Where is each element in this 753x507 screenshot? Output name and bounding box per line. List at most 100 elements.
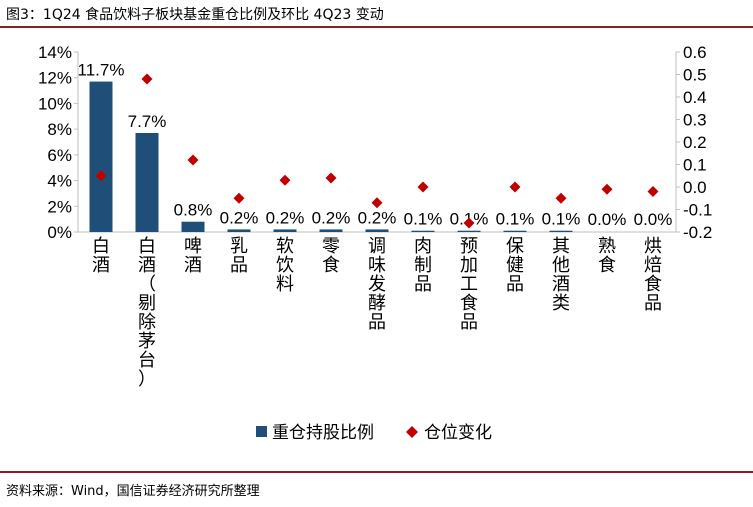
position-change-marker — [187, 154, 199, 166]
category-label-char: 零 — [322, 236, 340, 257]
position-change-marker — [141, 73, 153, 85]
source-note: 资料来源：Wind，国信证券经济研究所整理 — [6, 484, 260, 499]
category-label-char: 啤 — [184, 236, 202, 257]
category-label-char: 预 — [460, 236, 478, 257]
category-label-char: 品 — [368, 312, 386, 333]
category-label-char: 食 — [644, 274, 662, 295]
position-change-marker — [601, 183, 613, 195]
category-label-char: 工 — [460, 274, 478, 295]
right-tick-label: 0.0 — [683, 178, 707, 197]
category-label: 其他酒类 — [552, 236, 570, 314]
category-label-char: 发 — [368, 274, 386, 295]
category-label-char: 酵 — [368, 293, 386, 314]
category-label-char: （ — [138, 274, 156, 295]
position-change-marker — [233, 192, 245, 204]
category-label-char: 熟 — [598, 236, 616, 257]
bar — [411, 230, 435, 232]
legend-bar-label: 重仓持股比例 — [272, 423, 374, 443]
right-tick-label: 0.2 — [683, 133, 707, 152]
category-label-char: 剔 — [138, 293, 156, 314]
right-tick-label: -0.1 — [683, 201, 712, 220]
right-tick-label: 0.3 — [683, 111, 707, 130]
category-label: 保健品 — [506, 236, 524, 295]
category-label-char: 其 — [552, 236, 570, 257]
position-change-marker — [463, 217, 475, 229]
bar-value-label: 0.0% — [634, 210, 673, 229]
position-change-marker — [95, 170, 107, 182]
category-label-char: 饮 — [276, 255, 294, 276]
left-tick-label: 8% — [47, 120, 72, 139]
category-label-char: 酒 — [184, 255, 202, 276]
category-label-char: 酒 — [92, 255, 110, 276]
position-change-marker — [325, 172, 337, 184]
bar-value-label: 0.2% — [220, 208, 259, 227]
category-label: 预加工食品 — [460, 236, 478, 333]
category-label-char: 焙 — [644, 255, 662, 276]
category-label-char: 味 — [368, 255, 386, 276]
category-label: 白酒（剔除茅台） — [138, 236, 156, 390]
category-label-char: 白 — [138, 236, 156, 257]
left-tick-label: 14% — [38, 43, 72, 62]
marker-series — [95, 73, 659, 229]
bar — [273, 229, 297, 232]
left-tick-label: 10% — [38, 94, 72, 113]
category-label: 白酒 — [92, 236, 110, 276]
bar-value-label: 0.1% — [496, 210, 535, 229]
category-label-char: 料 — [276, 274, 294, 295]
position-change-marker — [509, 181, 521, 193]
category-label-char: 类 — [552, 293, 570, 314]
category-label-char: 软 — [276, 236, 294, 257]
bar — [135, 133, 159, 232]
bar — [457, 230, 481, 232]
legend: 重仓持股比例 仓位变化 — [256, 423, 492, 443]
category-label-char: 乳 — [230, 236, 248, 257]
category-label: 零食 — [322, 236, 340, 276]
category-label-char: 茅 — [138, 331, 156, 352]
bar-value-label: 0.8% — [174, 201, 213, 220]
bar-series: 11.7% 7.7% 0.8% 0.2% 0.2% 0.2% 0.2% 0.1% 0.1% 0.1… — [78, 61, 673, 232]
position-change-marker — [371, 197, 383, 209]
category-label-char: 酒 — [138, 255, 156, 276]
left-tick-label: 12% — [38, 69, 72, 88]
chart-axes: 0% 2% 4% 6% 8% 10% 12% 14% -0.2 -0.1 0.0 0.1 0.2 0.3 0… — [38, 43, 712, 242]
category-label-char: 健 — [506, 255, 524, 276]
category-label-char: 品 — [644, 293, 662, 314]
category-label-char: 品 — [230, 255, 248, 276]
bar-value-label: 0.0% — [588, 210, 627, 229]
category-label-char: 食 — [460, 293, 478, 314]
category-label-char: 制 — [414, 255, 432, 276]
bar-value-label: 0.2% — [266, 208, 305, 227]
left-tick-label: 0% — [47, 223, 72, 242]
right-tick-label: -0.2 — [683, 223, 712, 242]
category-label-char: 食 — [322, 255, 340, 276]
legend-marker-label: 仓位变化 — [424, 423, 492, 443]
bar-value-label: 0.2% — [312, 208, 351, 227]
category-label-char: ） — [138, 369, 156, 390]
source-divider — [0, 471, 753, 473]
legend-marker-swatch — [406, 426, 418, 438]
bar-value-label: 0.1% — [404, 210, 443, 229]
left-tick-label: 4% — [47, 172, 72, 191]
bar-value-label: 0.2% — [358, 208, 397, 227]
bar — [503, 230, 527, 232]
right-tick-label: 0.5 — [683, 66, 707, 85]
right-tick-label: 0.1 — [683, 156, 707, 175]
category-label-char: 加 — [460, 255, 478, 276]
right-tick-label: 0.6 — [683, 43, 707, 62]
category-label-char: 调 — [368, 236, 386, 257]
category-label-char: 保 — [506, 236, 524, 257]
category-labels: 白酒白酒（剔除茅台）啤酒乳品软饮料零食调味发酵品肉制品预加工食品保健品其他酒类熟… — [92, 236, 662, 390]
category-label-char: 除 — [138, 312, 156, 333]
bar — [549, 230, 573, 232]
category-label-char: 品 — [414, 274, 432, 295]
bar-value-label: 0.1% — [542, 210, 581, 229]
category-label: 乳品 — [230, 236, 248, 276]
figure-title: 图3：1Q24 食品饮料子板块基金重仓比例及环比 4Q23 变动 — [6, 7, 384, 23]
category-label-char: 台 — [138, 350, 156, 371]
category-label: 软饮料 — [276, 236, 294, 295]
bar — [227, 229, 251, 232]
category-label-char: 酒 — [552, 274, 570, 295]
position-change-marker — [417, 181, 429, 193]
legend-bar-swatch — [256, 426, 267, 437]
chart: 0% 2% 4% 6% 8% 10% 12% 14% -0.2 -0.1 0.0 0.1 0.2 0.3 0… — [38, 43, 712, 443]
